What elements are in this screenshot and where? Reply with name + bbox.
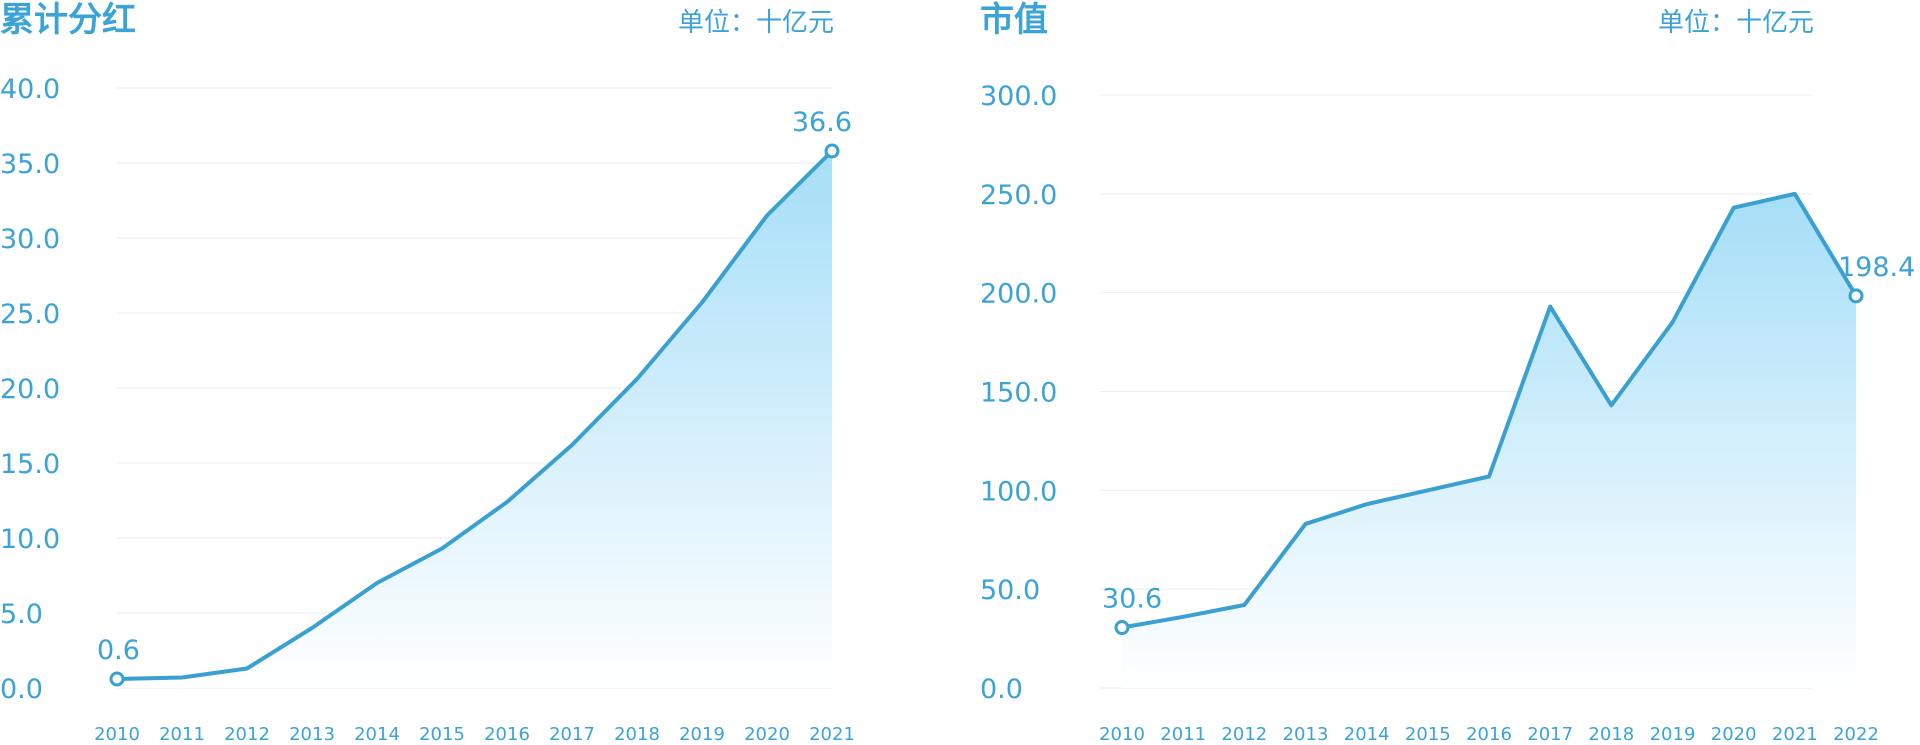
y-tick-label: 300.0 — [980, 81, 1057, 112]
x-tick-label: 2020 — [744, 724, 790, 745]
x-tick-label: 2011 — [1160, 724, 1206, 745]
point-marker — [1848, 288, 1864, 304]
unit-label: 单位：十亿元 — [677, 8, 834, 38]
y-tick-label: 5.0 — [0, 599, 43, 630]
x-tick-label: 2013 — [289, 724, 335, 745]
series-line — [1120, 191, 1858, 630]
y-tick-label: 200.0 — [980, 279, 1057, 310]
point-marker — [1114, 620, 1130, 636]
data-label: 198.4 — [1838, 252, 1915, 283]
series-line — [115, 149, 834, 681]
x-tick-label: 2013 — [1283, 724, 1329, 745]
x-tick-label: 2015 — [1405, 724, 1451, 745]
y-tick-label: 20.0 — [0, 374, 60, 405]
x-tick-label: 2012 — [1221, 724, 1267, 745]
x-tick-label: 2014 — [354, 724, 400, 745]
cumulative-dividend-panel: 累计分红 单位：十亿元 0.0 5.0 10.0 15.0 20.0 25.0 30.0 35… — [0, 0, 855, 745]
data-label: 30.6 — [1102, 584, 1162, 615]
x-tick-label: 2010 — [1099, 724, 1145, 745]
chart-title: 市值 — [980, 0, 1048, 40]
y-tick-label: 30.0 — [0, 224, 60, 255]
x-tick-label: 2019 — [1650, 724, 1696, 745]
series-area — [1122, 193, 1856, 689]
y-tick-label: 0.0 — [0, 674, 43, 705]
x-tick-label: 2021 — [1772, 724, 1818, 745]
x-tick-label: 2018 — [614, 724, 660, 745]
market-value-panel: 市值 单位：十亿元 0.0 50.0 100.0 150.0 200.0 250.0 300… — [980, 0, 1920, 745]
y-tick-label: 50.0 — [980, 575, 1040, 606]
x-tick-label: 2011 — [159, 724, 205, 745]
y-tick-label: 100.0 — [980, 476, 1057, 507]
y-tick-label: 15.0 — [0, 449, 60, 480]
x-tick-label: 2010 — [94, 724, 140, 745]
series-area — [117, 151, 832, 688]
market-value-chart: 0.0 50.0 100.0 150.0 200.0 250.0 300.0 2010 2011… — [980, 81, 1915, 745]
y-tick-label: 40.0 — [0, 74, 60, 105]
point-marker — [109, 671, 125, 687]
x-tick-label: 2014 — [1344, 724, 1390, 745]
x-tick-label: 2015 — [419, 724, 465, 745]
y-tick-label: 150.0 — [980, 378, 1057, 409]
x-tick-label: 2016 — [1466, 724, 1512, 745]
data-label: 0.6 — [97, 635, 140, 666]
data-label: 36.6 — [792, 107, 852, 138]
chart-title: 累计分红 — [0, 0, 136, 40]
x-tick-label: 2016 — [484, 724, 530, 745]
x-tick-label: 2020 — [1711, 724, 1757, 745]
y-tick-label: 0.0 — [980, 674, 1023, 705]
unit-label: 单位：十亿元 — [1657, 8, 1814, 38]
x-tick-label: 2012 — [224, 724, 270, 745]
y-tick-label: 35.0 — [0, 149, 60, 180]
y-tick-label: 25.0 — [0, 299, 60, 330]
x-tick-label: 2017 — [549, 724, 595, 745]
x-tick-label: 2021 — [809, 724, 855, 745]
x-tick-label: 2022 — [1833, 724, 1879, 745]
cumulative-dividend-chart: 0.0 5.0 10.0 15.0 20.0 25.0 30.0 35.0 40.0 2010 20… — [0, 74, 855, 745]
x-tick-label: 2017 — [1527, 724, 1573, 745]
x-tick-label: 2018 — [1588, 724, 1634, 745]
y-tick-label: 250.0 — [980, 180, 1057, 211]
point-marker — [824, 143, 840, 159]
y-tick-label: 10.0 — [0, 524, 60, 555]
x-tick-label: 2019 — [679, 724, 725, 745]
